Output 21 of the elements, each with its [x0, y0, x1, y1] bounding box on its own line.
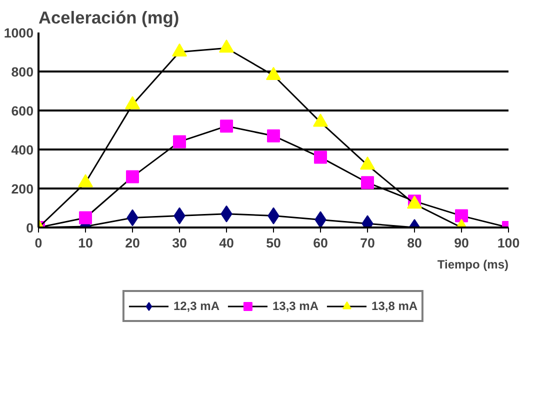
- x-tick-label: 100: [497, 236, 520, 250]
- y-tick-label: 200: [11, 182, 34, 196]
- y-tick-label: 400: [11, 142, 34, 158]
- y-tick-label: 800: [11, 64, 34, 80]
- y-tick-label: 600: [11, 104, 34, 118]
- y-tick-label: 0: [26, 220, 34, 236]
- x-tick-label: 50: [266, 236, 281, 250]
- x-tick-label: 60: [313, 236, 328, 250]
- legend-label: 13,3 mA: [272, 299, 319, 313]
- legend-label: 13,8 mA: [372, 299, 418, 313]
- y-tick-label: 1000: [4, 26, 34, 40]
- chart-title: Aceleración (mg): [38, 8, 180, 28]
- x-tick-label: 40: [219, 236, 234, 250]
- x-tick-label: 90: [454, 236, 469, 250]
- x-axis-title: Tiempo (ms): [437, 258, 509, 272]
- x-tick-label: 70: [360, 236, 375, 250]
- x-tick-label: 80: [407, 236, 422, 250]
- x-tick-label: 30: [172, 236, 187, 250]
- x-tick-label: 10: [78, 236, 93, 250]
- x-tick-label: 20: [125, 236, 140, 250]
- legend-label: 12,3 mA: [173, 299, 220, 313]
